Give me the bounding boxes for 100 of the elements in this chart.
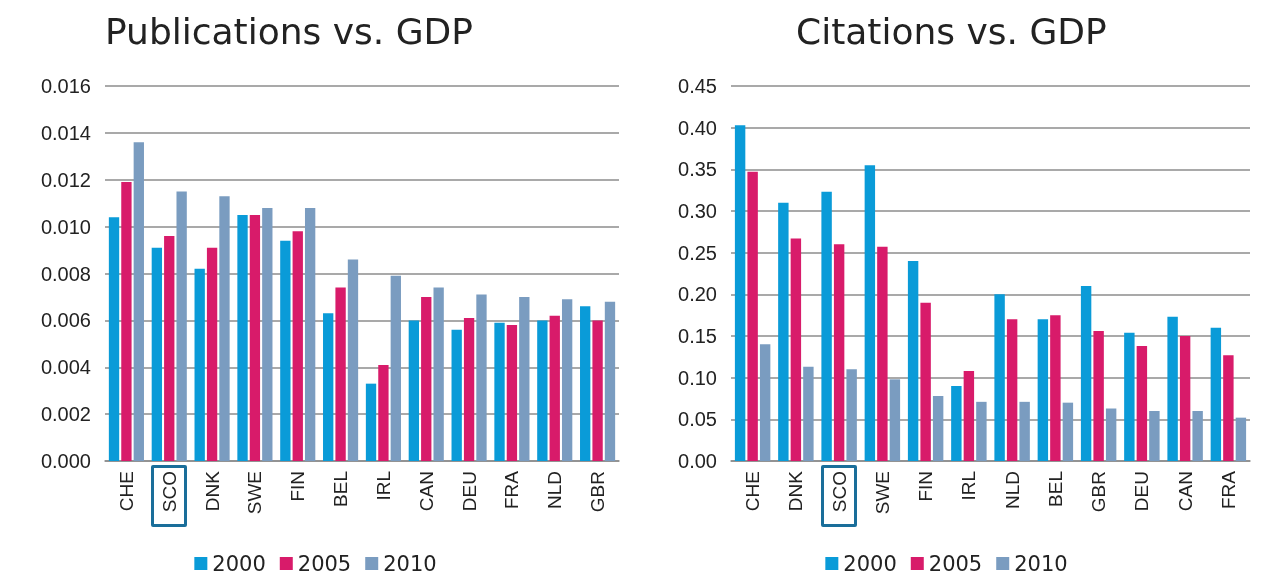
x-tick-label: NLD bbox=[544, 471, 566, 510]
y-tick-label: 0.000 bbox=[40, 450, 91, 472]
bar bbox=[237, 214, 248, 461]
bar bbox=[408, 320, 420, 461]
x-tick-label: SWE bbox=[244, 471, 266, 515]
bar bbox=[1223, 355, 1234, 461]
chart-title: Publications vs. GDP bbox=[105, 10, 474, 52]
x-tick-label: NLD bbox=[1001, 471, 1023, 510]
x-tick-label: IRL bbox=[372, 471, 394, 501]
bar bbox=[463, 318, 475, 461]
y-tick-label: 0.40 bbox=[678, 116, 717, 139]
bar bbox=[292, 231, 303, 461]
y-tick-label: 0.45 bbox=[678, 75, 717, 97]
x-tick-label: GBR bbox=[587, 471, 609, 513]
bar bbox=[1192, 411, 1203, 461]
bar bbox=[347, 259, 359, 461]
bar bbox=[1006, 319, 1018, 461]
bar bbox=[932, 396, 944, 461]
bar bbox=[734, 125, 746, 461]
x-tick-label: CHE bbox=[742, 471, 764, 512]
bar bbox=[1210, 327, 1222, 461]
legend-label: 2000 bbox=[843, 551, 897, 576]
legend-label: 2005 bbox=[928, 551, 983, 576]
legend-label: 2000 bbox=[212, 551, 266, 576]
bar bbox=[194, 268, 205, 461]
bar bbox=[803, 366, 814, 461]
bar bbox=[833, 244, 845, 461]
y-tick-label: 0.05 bbox=[678, 408, 717, 431]
bar bbox=[592, 320, 603, 461]
x-tick-label: CAN bbox=[415, 471, 437, 512]
bar bbox=[1062, 402, 1074, 461]
bar bbox=[176, 191, 187, 461]
x-tick-label: SWE bbox=[871, 471, 893, 515]
bar bbox=[976, 401, 987, 461]
x-tick-label: CAN bbox=[1174, 471, 1196, 512]
y-tick-label: 0.15 bbox=[678, 325, 717, 347]
bar bbox=[206, 247, 218, 461]
bar bbox=[759, 344, 771, 461]
y-tick-label: 0.004 bbox=[40, 356, 91, 379]
bar bbox=[549, 315, 560, 461]
bar bbox=[920, 302, 931, 461]
bar bbox=[219, 196, 230, 461]
bar bbox=[249, 214, 261, 461]
legend-label: 2010 bbox=[1014, 551, 1068, 576]
y-tick-label: 0.008 bbox=[40, 262, 91, 285]
bar bbox=[821, 191, 832, 461]
bar bbox=[963, 371, 975, 461]
bar bbox=[877, 246, 888, 461]
bar bbox=[451, 329, 462, 461]
bar bbox=[889, 379, 901, 461]
y-tick-label: 0.012 bbox=[40, 168, 91, 191]
bar bbox=[864, 165, 876, 461]
bar bbox=[506, 325, 518, 461]
bar bbox=[519, 296, 530, 461]
bar bbox=[604, 301, 616, 461]
x-tick-label: IRL bbox=[958, 471, 980, 501]
bar bbox=[1149, 411, 1160, 461]
bar bbox=[1093, 331, 1104, 461]
bar bbox=[1124, 332, 1135, 461]
x-tick-label: BEL bbox=[330, 471, 352, 507]
y-tick-label: 0.00 bbox=[678, 450, 717, 472]
x-tick-label: FIN bbox=[915, 471, 937, 502]
bar bbox=[580, 306, 591, 461]
bar bbox=[433, 287, 444, 461]
bar bbox=[121, 182, 132, 461]
legend-label: 2010 bbox=[383, 551, 437, 576]
bar bbox=[790, 238, 802, 461]
bar bbox=[262, 207, 273, 461]
bar bbox=[778, 202, 789, 461]
bar bbox=[1235, 417, 1247, 461]
chart-title: Citations vs. GDP bbox=[796, 10, 1107, 52]
y-tick-label: 0.10 bbox=[678, 366, 717, 389]
bar bbox=[1019, 401, 1030, 461]
bar bbox=[907, 261, 919, 461]
bar bbox=[280, 240, 291, 461]
bar bbox=[304, 207, 316, 461]
bar bbox=[1179, 336, 1191, 461]
y-tick-label: 0.016 bbox=[40, 75, 91, 97]
bar bbox=[1167, 316, 1178, 461]
bar bbox=[421, 296, 432, 461]
x-tick-label: SCO bbox=[828, 471, 850, 513]
bar bbox=[108, 217, 120, 461]
legend-label: 2005 bbox=[297, 551, 352, 576]
y-tick-label: 0.002 bbox=[40, 403, 91, 426]
x-tick-label: DNK bbox=[201, 470, 223, 512]
bar bbox=[151, 247, 163, 461]
y-tick-label: 0.35 bbox=[678, 158, 717, 181]
y-tick-label: 0.010 bbox=[40, 215, 91, 238]
x-tick-label: BEL bbox=[1044, 471, 1066, 507]
y-tick-label: 0.20 bbox=[678, 283, 717, 306]
bar bbox=[378, 364, 389, 461]
x-tick-label: CHE bbox=[115, 471, 137, 512]
y-tick-label: 0.006 bbox=[40, 309, 91, 332]
bar bbox=[1136, 346, 1148, 461]
bar bbox=[561, 299, 573, 461]
bar bbox=[1105, 408, 1117, 461]
x-tick-label: FRA bbox=[1217, 470, 1239, 509]
bar bbox=[994, 294, 1005, 461]
bar bbox=[747, 171, 758, 461]
bar bbox=[537, 320, 548, 461]
